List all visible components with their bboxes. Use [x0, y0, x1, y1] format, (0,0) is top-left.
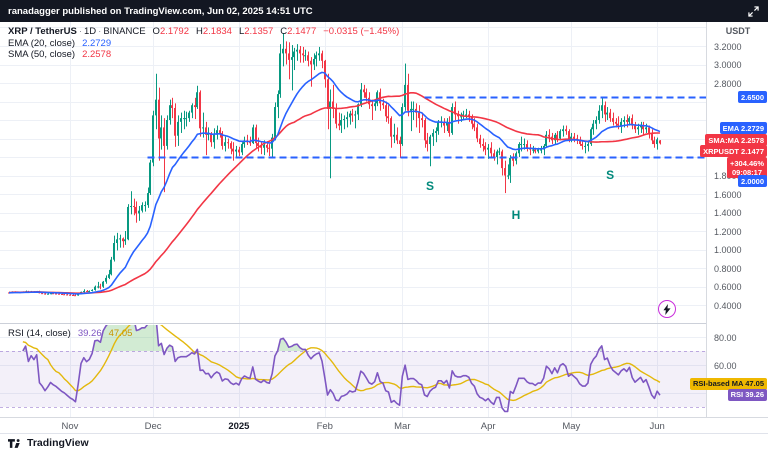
price-chart-canvas[interactable] [0, 22, 706, 417]
attribution-bar: ranadagger published on TradingView.com,… [0, 0, 768, 22]
price-axis-label: 1.2000 [714, 226, 742, 237]
price-axis-unit: USDT [725, 26, 751, 36]
pane-divider[interactable] [0, 323, 768, 324]
pattern-annotation[interactable]: S [606, 167, 615, 182]
close-value: 2.1477 [287, 26, 317, 37]
exchange-label: BINANCE [103, 26, 146, 37]
time-axis-label: May [562, 421, 581, 432]
price-axis-label: 0.8000 [714, 263, 742, 274]
interval-label: 1D [83, 26, 97, 37]
price-axis-label: 1.0000 [714, 245, 742, 255]
price-axis[interactable]: USDT 3.20003.00002.80001.80001.60001.400… [690, 22, 768, 417]
time-axis-label: Jun [649, 421, 665, 432]
price-axis-badge: SMA:MA 2.2578 [705, 134, 767, 146]
rsi-axis-label: 60.00 [714, 360, 737, 371]
ema-value: 2.2729 [82, 37, 112, 49]
ema-label: EMA (20, close) [8, 37, 76, 49]
sma-value: 2.2578 [82, 49, 112, 60]
ema-legend-row[interactable]: EMA (20, close) 2.2729 [8, 38, 399, 50]
symbol-row: XRP / TetherUS · 1D · BINANCE O2.1792 H2.1834 L… [8, 26, 400, 37]
time-axis-label: Feb [316, 421, 333, 432]
rsi-label: RSI (14, close) [8, 328, 71, 339]
price-axis-badge: EMA 2.2729 [719, 122, 767, 134]
price-axis-label: 2.8000 [714, 78, 742, 89]
price-axis-label: 0.6000 [714, 282, 742, 292]
time-axis-label: Dec [144, 421, 162, 432]
time-axis[interactable]: Nov Dec 2025 Feb Mar Apr May Jun [0, 417, 768, 434]
low-label: L [238, 26, 245, 37]
change-value: −0.0315 (−1.45%) [323, 26, 400, 37]
sma-legend-row[interactable]: SMA (50, close) 2.2578 [8, 49, 399, 61]
time-axis-label: 2025 [228, 421, 250, 432]
price-axis-badge: 2.6500 [738, 91, 767, 103]
rsi-axis-badge: RSI-based MA 47.05 [690, 377, 767, 390]
symbol-legend[interactable]: XRP / TetherUS · 1D · BINANCE O2.1792 H2.1834 L… [8, 26, 399, 61]
high-value: 2.1834 [202, 26, 232, 37]
symbol-name: XRP / TetherUS [8, 26, 77, 37]
flash-icon[interactable] [658, 300, 676, 318]
price-axis-badge: 2.0000 [738, 175, 767, 187]
price-axis-label: 3.2000 [714, 41, 742, 52]
time-axis-label: Nov [61, 421, 79, 432]
expand-icon[interactable] [748, 5, 768, 17]
open-value: 2.1792 [159, 26, 189, 37]
price-axis-label: 0.4000 [714, 300, 742, 311]
countdown-badge: +304.46% 09:08:17 [727, 157, 767, 178]
rsi-ma-value: 47.05 [108, 328, 133, 339]
rsi-legend[interactable]: RSI (14, close) 39.26 47.05 [8, 328, 132, 339]
sma-label: SMA (50, close) [8, 49, 76, 60]
tradingview-logo-icon[interactable] [8, 437, 23, 450]
close-label: C [280, 26, 288, 37]
open-label: O [152, 26, 160, 37]
time-axis-label: Mar [394, 421, 411, 432]
pattern-annotation[interactable]: S [426, 178, 435, 193]
price-axis-badge: XRPUSDT 2.1477 [700, 145, 767, 157]
footer-bar: TradingView [0, 433, 768, 451]
rsi-axis-badge: RSI 39.26 [727, 388, 767, 401]
price-axis-label: 1.6000 [714, 189, 742, 200]
low-value: 2.1357 [244, 26, 274, 37]
price-axis-label: 3.0000 [714, 60, 742, 70]
rsi-axis-label: 80.00 [714, 332, 737, 343]
attribution-text: ranadagger published on TradingView.com,… [8, 5, 313, 17]
high-label: H [196, 26, 203, 37]
price-axis-label: 1.4000 [714, 208, 742, 218]
pattern-annotation[interactable]: H [511, 208, 521, 223]
rsi-value: 39.26 [77, 328, 102, 339]
tradingview-brand-text[interactable]: TradingView [27, 437, 89, 449]
time-axis-label: Apr [480, 421, 496, 432]
